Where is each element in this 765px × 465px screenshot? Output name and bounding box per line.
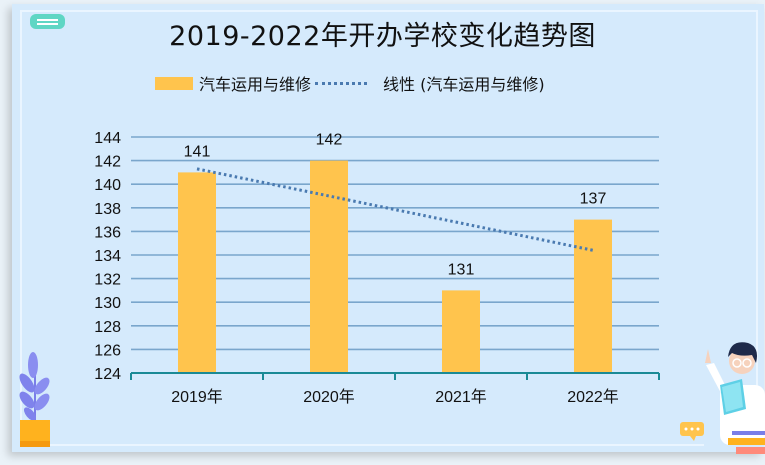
trendline — [196, 167, 594, 252]
slide-background — [12, 4, 764, 452]
y-tick-label: 142 — [94, 154, 121, 171]
bar — [442, 290, 480, 373]
frame-border-top — [20, 10, 758, 12]
data-label: 141 — [184, 143, 211, 160]
teacher-with-book-illustration — [680, 342, 765, 454]
frame-border-right — [756, 10, 758, 392]
y-tick-label: 134 — [94, 248, 121, 265]
frame-border-left — [20, 10, 22, 446]
y-tick-label: 128 — [94, 319, 121, 336]
y-tick-label: 138 — [94, 201, 121, 218]
legend-bar-swatch — [155, 76, 193, 90]
menu-pill-icon — [30, 14, 65, 29]
legend-trend-label: 线性 (汽车运用与维修) — [383, 75, 545, 94]
potted-plant-illustration — [19, 352, 50, 447]
y-tick-label: 124 — [94, 366, 121, 383]
chart-legend: 汽车运用与维修 线性 (汽车运用与维修) — [155, 73, 545, 94]
data-label: 131 — [448, 261, 475, 278]
chart-title: 2019-2022年开办学校变化趋势图 — [169, 21, 596, 52]
bar — [574, 219, 612, 373]
y-tick-label: 130 — [94, 295, 121, 312]
y-tick-label: 144 — [94, 130, 121, 147]
data-label: 142 — [316, 132, 343, 149]
bar — [178, 172, 216, 373]
y-tick-label: 132 — [94, 272, 121, 289]
x-tick-label: 2020年 — [303, 388, 355, 406]
bar — [310, 160, 348, 373]
frame-border-bottom — [20, 444, 704, 446]
y-tick-label: 140 — [94, 177, 121, 194]
legend-series-label: 汽车运用与维修 — [199, 75, 312, 94]
y-tick-label: 136 — [94, 224, 121, 241]
data-label: 137 — [580, 191, 607, 208]
x-tick-label: 2019年 — [171, 388, 223, 406]
x-tick-label: 2022年 — [567, 388, 619, 406]
x-tick-label: 2021年 — [435, 388, 487, 406]
legend-trend-swatch — [315, 81, 368, 85]
y-tick-label: 126 — [94, 342, 121, 359]
